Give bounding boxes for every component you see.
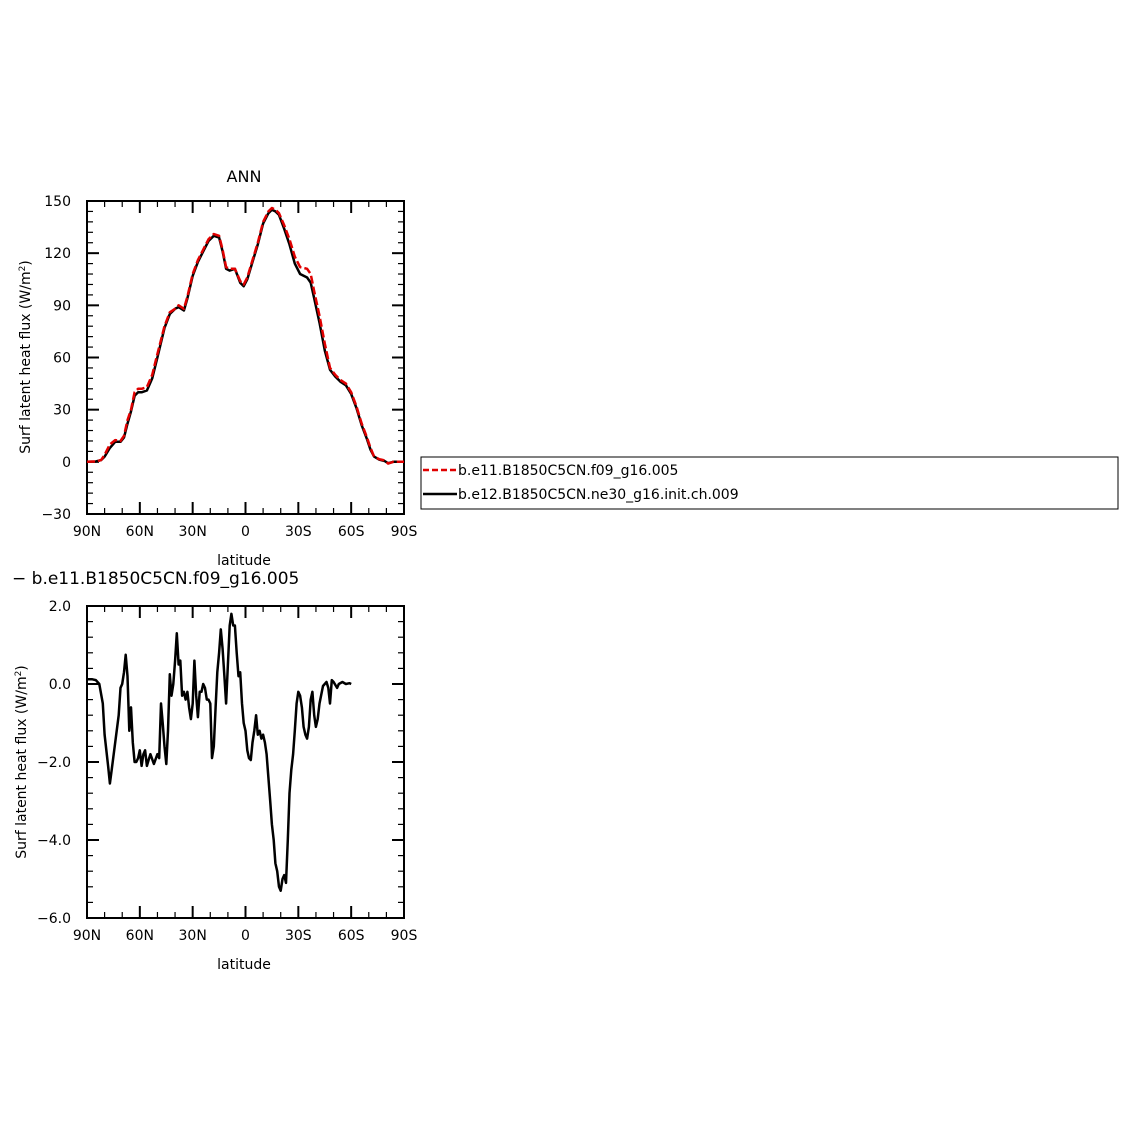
x-tick-label: 30S — [285, 928, 312, 944]
top-chart-title: ANN — [227, 167, 262, 186]
y-tick-label: −6.0 — [37, 911, 71, 927]
y-tick-label: −4.0 — [37, 833, 71, 849]
top-plot-frame — [86, 200, 405, 515]
bottom-x-axis-title: latitude — [217, 957, 271, 973]
top-axis-ticks: 90N 60N 30N 0 30S 60S 90S −30 0 30 60 90 120 150 — [41, 194, 417, 540]
y-tick-label: 2.0 — [49, 599, 71, 615]
y-tick-label: 0.0 — [49, 677, 71, 693]
bottom-panel: − b.e11.B1850C5CN.f09_g16.005 90N 60N 30N 0… — [12, 569, 417, 973]
bottom-chart-title: − b.e11.B1850C5CN.f09_g16.005 — [12, 569, 299, 589]
legend-label-series-2: b.e12.B1850C5CN.ne30_g16.init.ch.009 — [458, 487, 739, 503]
x-tick-label: 90N — [73, 928, 101, 944]
legend-label-series-1: b.e11.B1850C5CN.f09_g16.005 — [458, 463, 678, 479]
y-tick-label: 60 — [53, 351, 71, 367]
y-tick-label: 30 — [53, 403, 71, 419]
top-series-lines — [86, 206, 404, 465]
legend-frame — [420, 456, 1119, 510]
top-panel: ANN 90N 60N 30N 0 30S 60S 90S−300306090120150 … — [18, 167, 417, 569]
x-tick-label: 0 — [241, 524, 250, 540]
x-tick-label: 60N — [126, 928, 154, 944]
x-tick-label: 30N — [179, 524, 207, 540]
bottom-y-axis-title: Surf latent heat flux (W/m2) — [14, 665, 30, 859]
x-tick-label: 60N — [126, 524, 154, 540]
x-tick-label: 90S — [391, 524, 418, 540]
x-tick-label: 30S — [285, 524, 312, 540]
bottom-axis-ticks: 90N 60N 30N 0 30S 60S 90S −6.0 −4.0 −2.0 0.0 2.0 — [37, 599, 417, 944]
y-tick-label: 0 — [62, 455, 71, 471]
y-tick-label: 90 — [53, 298, 71, 314]
x-tick-label: 90N — [73, 524, 101, 540]
bottom-series-lines — [87, 612, 352, 892]
y-tick-label: −2.0 — [37, 755, 71, 771]
x-tick-label: 60S — [338, 928, 365, 944]
x-tick-label: 60S — [338, 524, 365, 540]
y-tick-label: 150 — [44, 194, 71, 210]
legend: b.e11.B1850C5CN.f09_g16.005 b.e12.B1850C… — [420, 456, 1119, 510]
series-line-1-1 — [86, 208, 404, 465]
top-x-axis-title: latitude — [217, 553, 271, 569]
series-line-1-2 — [86, 206, 404, 465]
x-tick-label: 0 — [241, 928, 250, 944]
y-tick-label: 120 — [44, 246, 71, 262]
series-line-2-1 — [87, 612, 352, 892]
x-tick-label: 90S — [391, 928, 418, 944]
top-y-axis-title: Surf latent heat flux (W/m2) — [18, 260, 34, 454]
x-tick-label: 30N — [179, 928, 207, 944]
y-tick-label: −30 — [41, 507, 71, 523]
